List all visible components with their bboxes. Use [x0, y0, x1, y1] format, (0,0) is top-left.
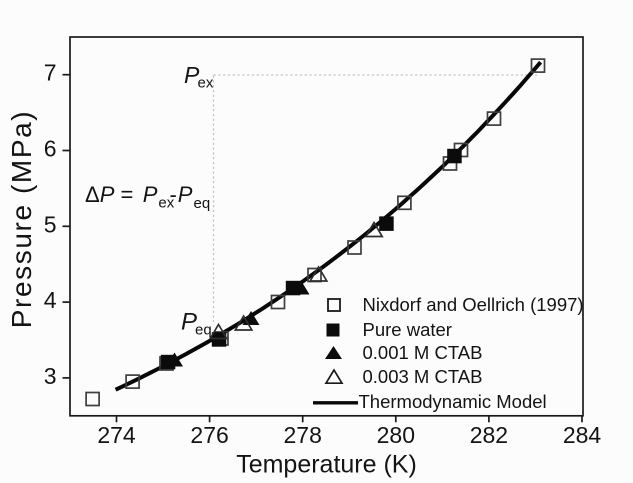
svg-text:6: 6 — [44, 136, 57, 162]
svg-text:-: - — [170, 182, 177, 207]
svg-text:7: 7 — [44, 60, 57, 86]
svg-text:278: 278 — [284, 422, 322, 448]
svg-text:280: 280 — [377, 422, 415, 448]
svg-text:0.001 M CTAB: 0.001 M CTAB — [363, 342, 483, 363]
svg-text:Pressure (MPa): Pressure (MPa) — [6, 110, 37, 328]
svg-text:ex: ex — [158, 195, 174, 212]
svg-text:eq: eq — [195, 322, 212, 339]
svg-text:4: 4 — [44, 287, 57, 313]
svg-text:Temperature (K): Temperature (K) — [236, 451, 417, 479]
svg-text:3: 3 — [44, 363, 57, 389]
svg-text:5: 5 — [44, 211, 57, 237]
svg-text:274: 274 — [97, 422, 136, 448]
svg-text:Pure water: Pure water — [363, 319, 452, 340]
svg-text:0.003 M CTAB: 0.003 M CTAB — [363, 366, 483, 387]
svg-text:ex: ex — [198, 75, 214, 92]
svg-text:276: 276 — [190, 422, 228, 448]
svg-text:P: P — [184, 62, 200, 88]
svg-text:282: 282 — [470, 422, 508, 448]
svg-text:P: P — [178, 182, 193, 207]
svg-text:284: 284 — [563, 422, 602, 448]
svg-text:ΔP = P: ΔP = P — [85, 182, 158, 207]
svg-text:eq: eq — [194, 195, 211, 212]
svg-text:P: P — [181, 309, 197, 336]
svg-text:Nixdorf and Oellrich (1997): Nixdorf and Oellrich (1997) — [363, 294, 584, 315]
svg-text:Thermodynamic Model: Thermodynamic Model — [359, 391, 547, 412]
